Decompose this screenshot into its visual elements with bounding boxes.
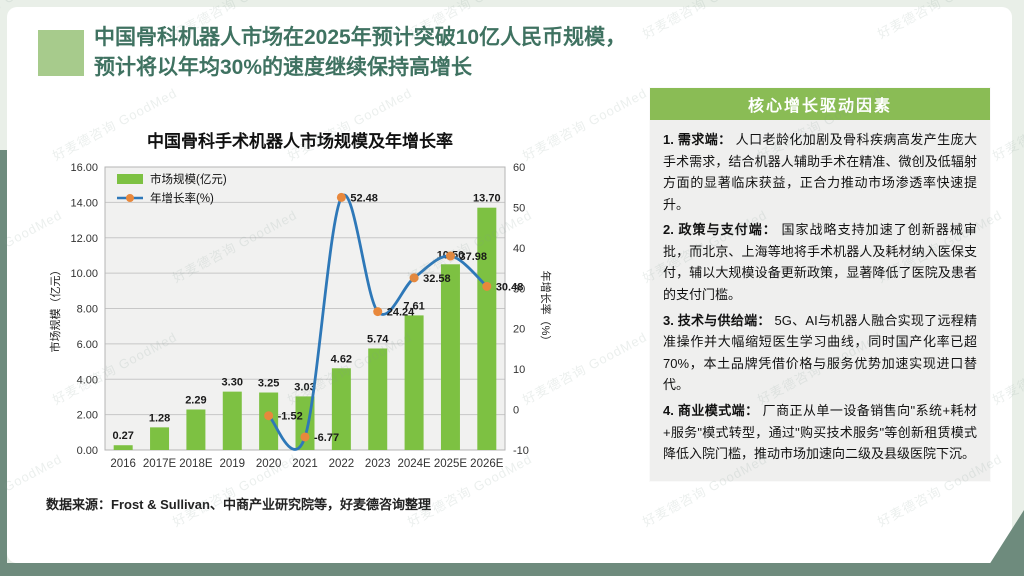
drivers-panel: 核心增长驱动因素 1. 需求端： 人口老龄化加剧及骨科疾病高发产生庞大手术需求，…: [650, 88, 990, 481]
driver-item: 1. 需求端： 人口老龄化加剧及骨科疾病高发产生庞大手术需求，结合机器人辅助手术…: [663, 129, 977, 215]
growth-marker: [409, 273, 419, 283]
panel-body: 1. 需求端： 人口老龄化加剧及骨科疾病高发产生庞大手术需求，结合机器人辅助手术…: [650, 120, 990, 481]
x-axis-label: 2018E: [179, 458, 213, 470]
slide-title: 中国骨科机器人市场在2025年预计突破10亿人民币规模， 预计将以年均30%的速…: [94, 23, 714, 83]
right-axis-tick: -10: [513, 445, 529, 457]
growth-marker: [264, 411, 274, 421]
left-axis-tick: 0.00: [77, 445, 98, 457]
right-axis-tick: 50: [513, 202, 525, 214]
legend-bar-label: 市场规模(亿元): [150, 172, 227, 186]
source-note: 数据来源：Frost & Sullivan、中商产业研究院等，好麦德咨询整理: [46, 497, 431, 512]
legend-bar-swatch: [117, 174, 143, 184]
bar-2023: [368, 348, 388, 450]
growth-label: 52.48: [350, 192, 378, 204]
growth-label: 30.48: [496, 281, 524, 293]
bar-2024E: [404, 315, 424, 450]
x-axis-label: 2023: [365, 458, 391, 470]
x-axis-label: 2025E: [434, 458, 468, 470]
driver-text: 5G、AI与机器人融合实现了远程精准操作并大幅缩短医生学习曲线，同时国产化率已超…: [663, 312, 977, 393]
bar-2025E: [440, 264, 460, 450]
growth-marker: [336, 192, 346, 202]
chart-title: 中国骨科手术机器人市场规模及年增长率: [147, 132, 453, 151]
left-axis-tick: 16.00: [70, 162, 98, 174]
x-axis-label: 2026E: [470, 458, 504, 470]
growth-label: 24.24: [387, 307, 415, 319]
driver-lead: 1. 需求端：: [663, 132, 736, 147]
x-axis-label: 2017E: [143, 458, 177, 470]
driver-text: 厂商正从单一设备销售向"系统+耗材+服务"模式转型，通过"购买技术服务"等创新租…: [663, 402, 977, 462]
right-axis-tick: 60: [513, 162, 525, 174]
left-axis-title: 市场规模（亿元）: [48, 265, 62, 353]
growth-label: -1.52: [278, 411, 303, 423]
bar-2017E: [150, 427, 170, 450]
bar-2018E: [186, 409, 206, 450]
right-axis-tick: 30: [513, 283, 525, 295]
left-axis-tick: 2.00: [77, 410, 98, 422]
left-axis-tick: 12.00: [70, 233, 98, 245]
right-axis-title: 年增长率（%）: [539, 271, 553, 347]
bar-label: 1.28: [149, 412, 170, 424]
right-axis-tick: 40: [513, 243, 525, 255]
driver-item: 4. 商业模式端： 厂商正从单一设备销售向"系统+耗材+服务"模式转型，通过"购…: [663, 400, 977, 465]
growth-marker: [300, 432, 310, 442]
bar-label: 7.61: [403, 300, 424, 312]
x-axis-label: 2021: [292, 458, 318, 470]
growth-label: -6.77: [314, 432, 339, 444]
bar-2019: [222, 391, 242, 450]
growth-marker: [373, 307, 383, 317]
bar-2022: [331, 368, 351, 450]
bar-label: 2.29: [185, 394, 206, 406]
title-bullet-square: [38, 30, 84, 76]
right-axis-tick: 10: [513, 364, 525, 376]
x-axis-label: 2022: [329, 458, 355, 470]
growth-label: 32.58: [423, 273, 451, 285]
frame-left-strip: [0, 150, 7, 576]
growth-marker: [482, 281, 492, 291]
driver-lead: 4. 商业模式端：: [663, 402, 763, 418]
bar-label: 3.03: [294, 381, 315, 393]
frame-bottom-strip: [0, 563, 1024, 576]
driver-text: 国家战略支持加速了创新器械审批，而北京、上海等地将手术机器人及耗材纳入医保支付，…: [663, 222, 977, 303]
bar-label: 3.25: [258, 378, 279, 390]
legend-line-marker: [126, 194, 134, 202]
growth-label: 37.98: [459, 251, 487, 263]
x-axis-label: 2016: [110, 458, 136, 470]
bar-label: 0.27: [112, 430, 133, 442]
bar-2016: [113, 445, 133, 450]
left-axis-tick: 14.00: [70, 197, 98, 209]
driver-lead: 3. 技术与供给端：: [663, 312, 775, 328]
left-axis-tick: 6.00: [77, 339, 98, 351]
growth-marker: [445, 251, 455, 261]
left-axis-tick: 8.00: [77, 304, 98, 316]
x-axis-label: 2019: [219, 458, 245, 470]
driver-item: 2. 政策与支付端： 国家战略支持加速了创新器械审批，而北京、上海等地将手术机器…: [663, 219, 977, 305]
left-axis-tick: 10.00: [70, 268, 98, 280]
x-axis-label: 2024E: [397, 458, 431, 470]
panel-header: 核心增长驱动因素: [650, 88, 990, 120]
bar-2026E: [477, 207, 497, 450]
driver-item: 3. 技术与供给端： 5G、AI与机器人融合实现了远程精准操作并大幅缩短医生学习…: [663, 310, 977, 396]
x-axis-label: 2020: [256, 458, 282, 470]
market-chart-svg: 0.00 2.00 4.00 6.00 8.00 10.00 12.00 14.00 16.00…: [48, 162, 553, 470]
left-axis-tick: 4.00: [77, 374, 98, 386]
bar-label: 13.70: [473, 193, 501, 205]
driver-text: 人口老龄化加剧及骨科疾病高发产生庞大手术需求，结合机器人辅助手术在精准、微创及低…: [663, 132, 977, 212]
right-axis-tick: 20: [513, 324, 525, 336]
bar-label: 4.62: [331, 353, 352, 365]
bar-2020: [259, 392, 279, 450]
slide-title-line2: 预计将以年均30%的速度继续保持高增长: [94, 55, 473, 79]
bar-label: 3.30: [222, 377, 243, 389]
slide-title-line1: 中国骨科机器人市场在2025年预计突破10亿人民币规模，: [94, 26, 627, 49]
driver-lead: 2. 政策与支付端：: [663, 222, 782, 238]
right-axis-tick: 0: [513, 405, 519, 417]
bar-label: 5.74: [367, 333, 389, 345]
legend-line-label: 年增长率(%): [150, 191, 214, 205]
